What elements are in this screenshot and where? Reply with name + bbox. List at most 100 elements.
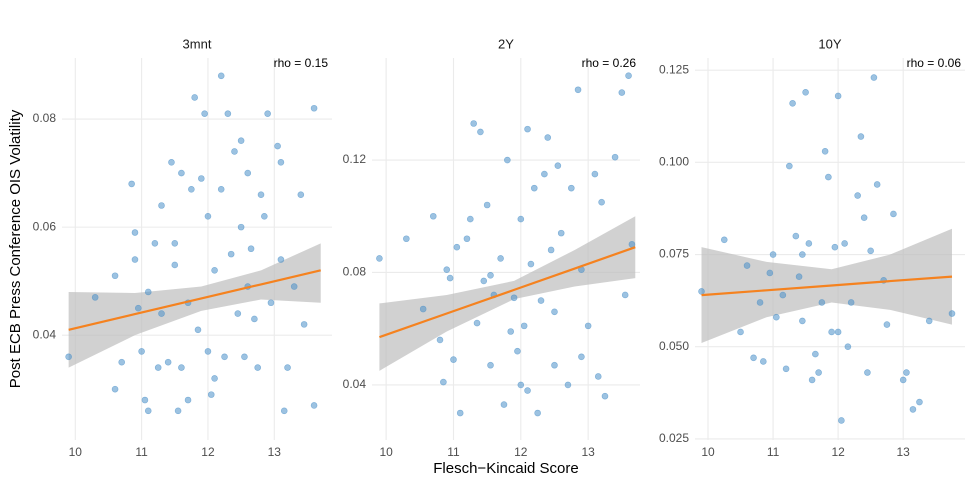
data-point bbox=[769, 251, 777, 258]
data-point bbox=[251, 315, 258, 323]
data-point bbox=[144, 407, 152, 415]
data-point bbox=[618, 89, 626, 96]
data-point bbox=[254, 364, 262, 371]
y-tick-label: 0.04 bbox=[33, 327, 57, 341]
data-point bbox=[310, 402, 318, 409]
data-point bbox=[799, 251, 806, 258]
data-point bbox=[450, 356, 457, 363]
data-point bbox=[440, 378, 447, 386]
data-point bbox=[867, 247, 874, 255]
y-tick-label: 0.12 bbox=[343, 152, 367, 166]
data-point bbox=[524, 125, 531, 133]
data-point bbox=[241, 353, 248, 361]
data-point bbox=[802, 88, 809, 96]
x-tick-label: 11 bbox=[135, 445, 148, 459]
y-tick-label: 0.075 bbox=[659, 247, 689, 261]
data-point bbox=[237, 223, 245, 231]
data-point bbox=[773, 313, 780, 321]
data-point bbox=[574, 86, 582, 94]
data-point bbox=[795, 273, 803, 280]
data-point bbox=[443, 266, 451, 273]
fit-line bbox=[701, 275, 953, 297]
data-point bbox=[870, 74, 878, 81]
x-tick-label: 12 bbox=[201, 445, 215, 459]
data-point bbox=[601, 392, 609, 400]
data-point bbox=[91, 294, 99, 301]
data-point bbox=[257, 191, 265, 198]
data-point bbox=[164, 358, 172, 366]
data-point bbox=[154, 364, 162, 371]
data-point bbox=[504, 156, 511, 164]
data-point bbox=[284, 364, 291, 371]
data-point bbox=[766, 269, 774, 277]
data-point bbox=[224, 110, 232, 117]
data-point bbox=[429, 212, 437, 220]
data-point bbox=[834, 328, 842, 336]
x-tick-label: 10 bbox=[379, 445, 393, 459]
data-point bbox=[916, 398, 923, 406]
data-point bbox=[547, 246, 555, 254]
data-point bbox=[211, 267, 218, 274]
data-point bbox=[310, 104, 318, 112]
data-point bbox=[527, 260, 535, 268]
panel-title: 2Y bbox=[498, 36, 514, 51]
data-point bbox=[899, 376, 907, 384]
data-point bbox=[456, 409, 464, 417]
data-point bbox=[144, 288, 152, 296]
data-point bbox=[477, 128, 484, 136]
data-point bbox=[267, 299, 275, 307]
data-point bbox=[903, 369, 910, 376]
x-tick-label: 10 bbox=[69, 445, 83, 459]
annotation: rho = 0.15 bbox=[274, 56, 329, 70]
data-point bbox=[178, 169, 185, 177]
data-point bbox=[760, 358, 767, 365]
data-point bbox=[720, 236, 728, 244]
annotation: rho = 0.26 bbox=[582, 56, 637, 70]
data-point bbox=[221, 353, 228, 361]
data-point bbox=[534, 409, 541, 417]
data-point bbox=[782, 365, 790, 373]
data-point bbox=[925, 317, 933, 325]
data-point bbox=[184, 396, 192, 404]
fit-line bbox=[379, 246, 636, 339]
data-point bbox=[290, 283, 298, 290]
data-point bbox=[821, 147, 829, 155]
y-axis-title: Post ECB Press Conference OIS Volatility bbox=[7, 109, 24, 388]
data-point bbox=[194, 326, 202, 334]
data-point bbox=[743, 262, 751, 269]
x-tick-label: 10 bbox=[701, 445, 715, 459]
data-point bbox=[470, 120, 477, 127]
data-point bbox=[847, 299, 855, 306]
data-point bbox=[551, 308, 558, 316]
data-point bbox=[510, 294, 518, 302]
data-point bbox=[131, 229, 139, 236]
data-point bbox=[277, 256, 285, 263]
data-point bbox=[860, 214, 868, 221]
data-point bbox=[517, 215, 525, 223]
y-tick-label: 0.100 bbox=[659, 155, 689, 169]
data-point bbox=[815, 369, 822, 376]
data-point bbox=[818, 299, 826, 306]
y-tick-label: 0.08 bbox=[33, 111, 57, 125]
data-point bbox=[111, 385, 119, 393]
data-point bbox=[436, 336, 444, 344]
x-axis-title: Flesch−Kincaid Score bbox=[433, 460, 579, 477]
data-point bbox=[419, 305, 427, 313]
data-point bbox=[825, 173, 832, 181]
data-point bbox=[621, 291, 629, 299]
data-point bbox=[786, 162, 793, 170]
panel-title: 10Y bbox=[818, 36, 841, 51]
data-point bbox=[201, 110, 208, 117]
data-point bbox=[812, 350, 819, 358]
data-point bbox=[244, 169, 252, 177]
data-point bbox=[487, 271, 494, 279]
data-point bbox=[834, 92, 842, 100]
data-point bbox=[128, 180, 135, 188]
data-point bbox=[138, 348, 145, 355]
data-point bbox=[227, 250, 235, 258]
data-point bbox=[487, 361, 494, 369]
fit-line bbox=[68, 269, 321, 331]
data-point bbox=[231, 148, 238, 155]
annotation: rho = 0.06 bbox=[907, 56, 962, 70]
data-point bbox=[174, 407, 182, 415]
